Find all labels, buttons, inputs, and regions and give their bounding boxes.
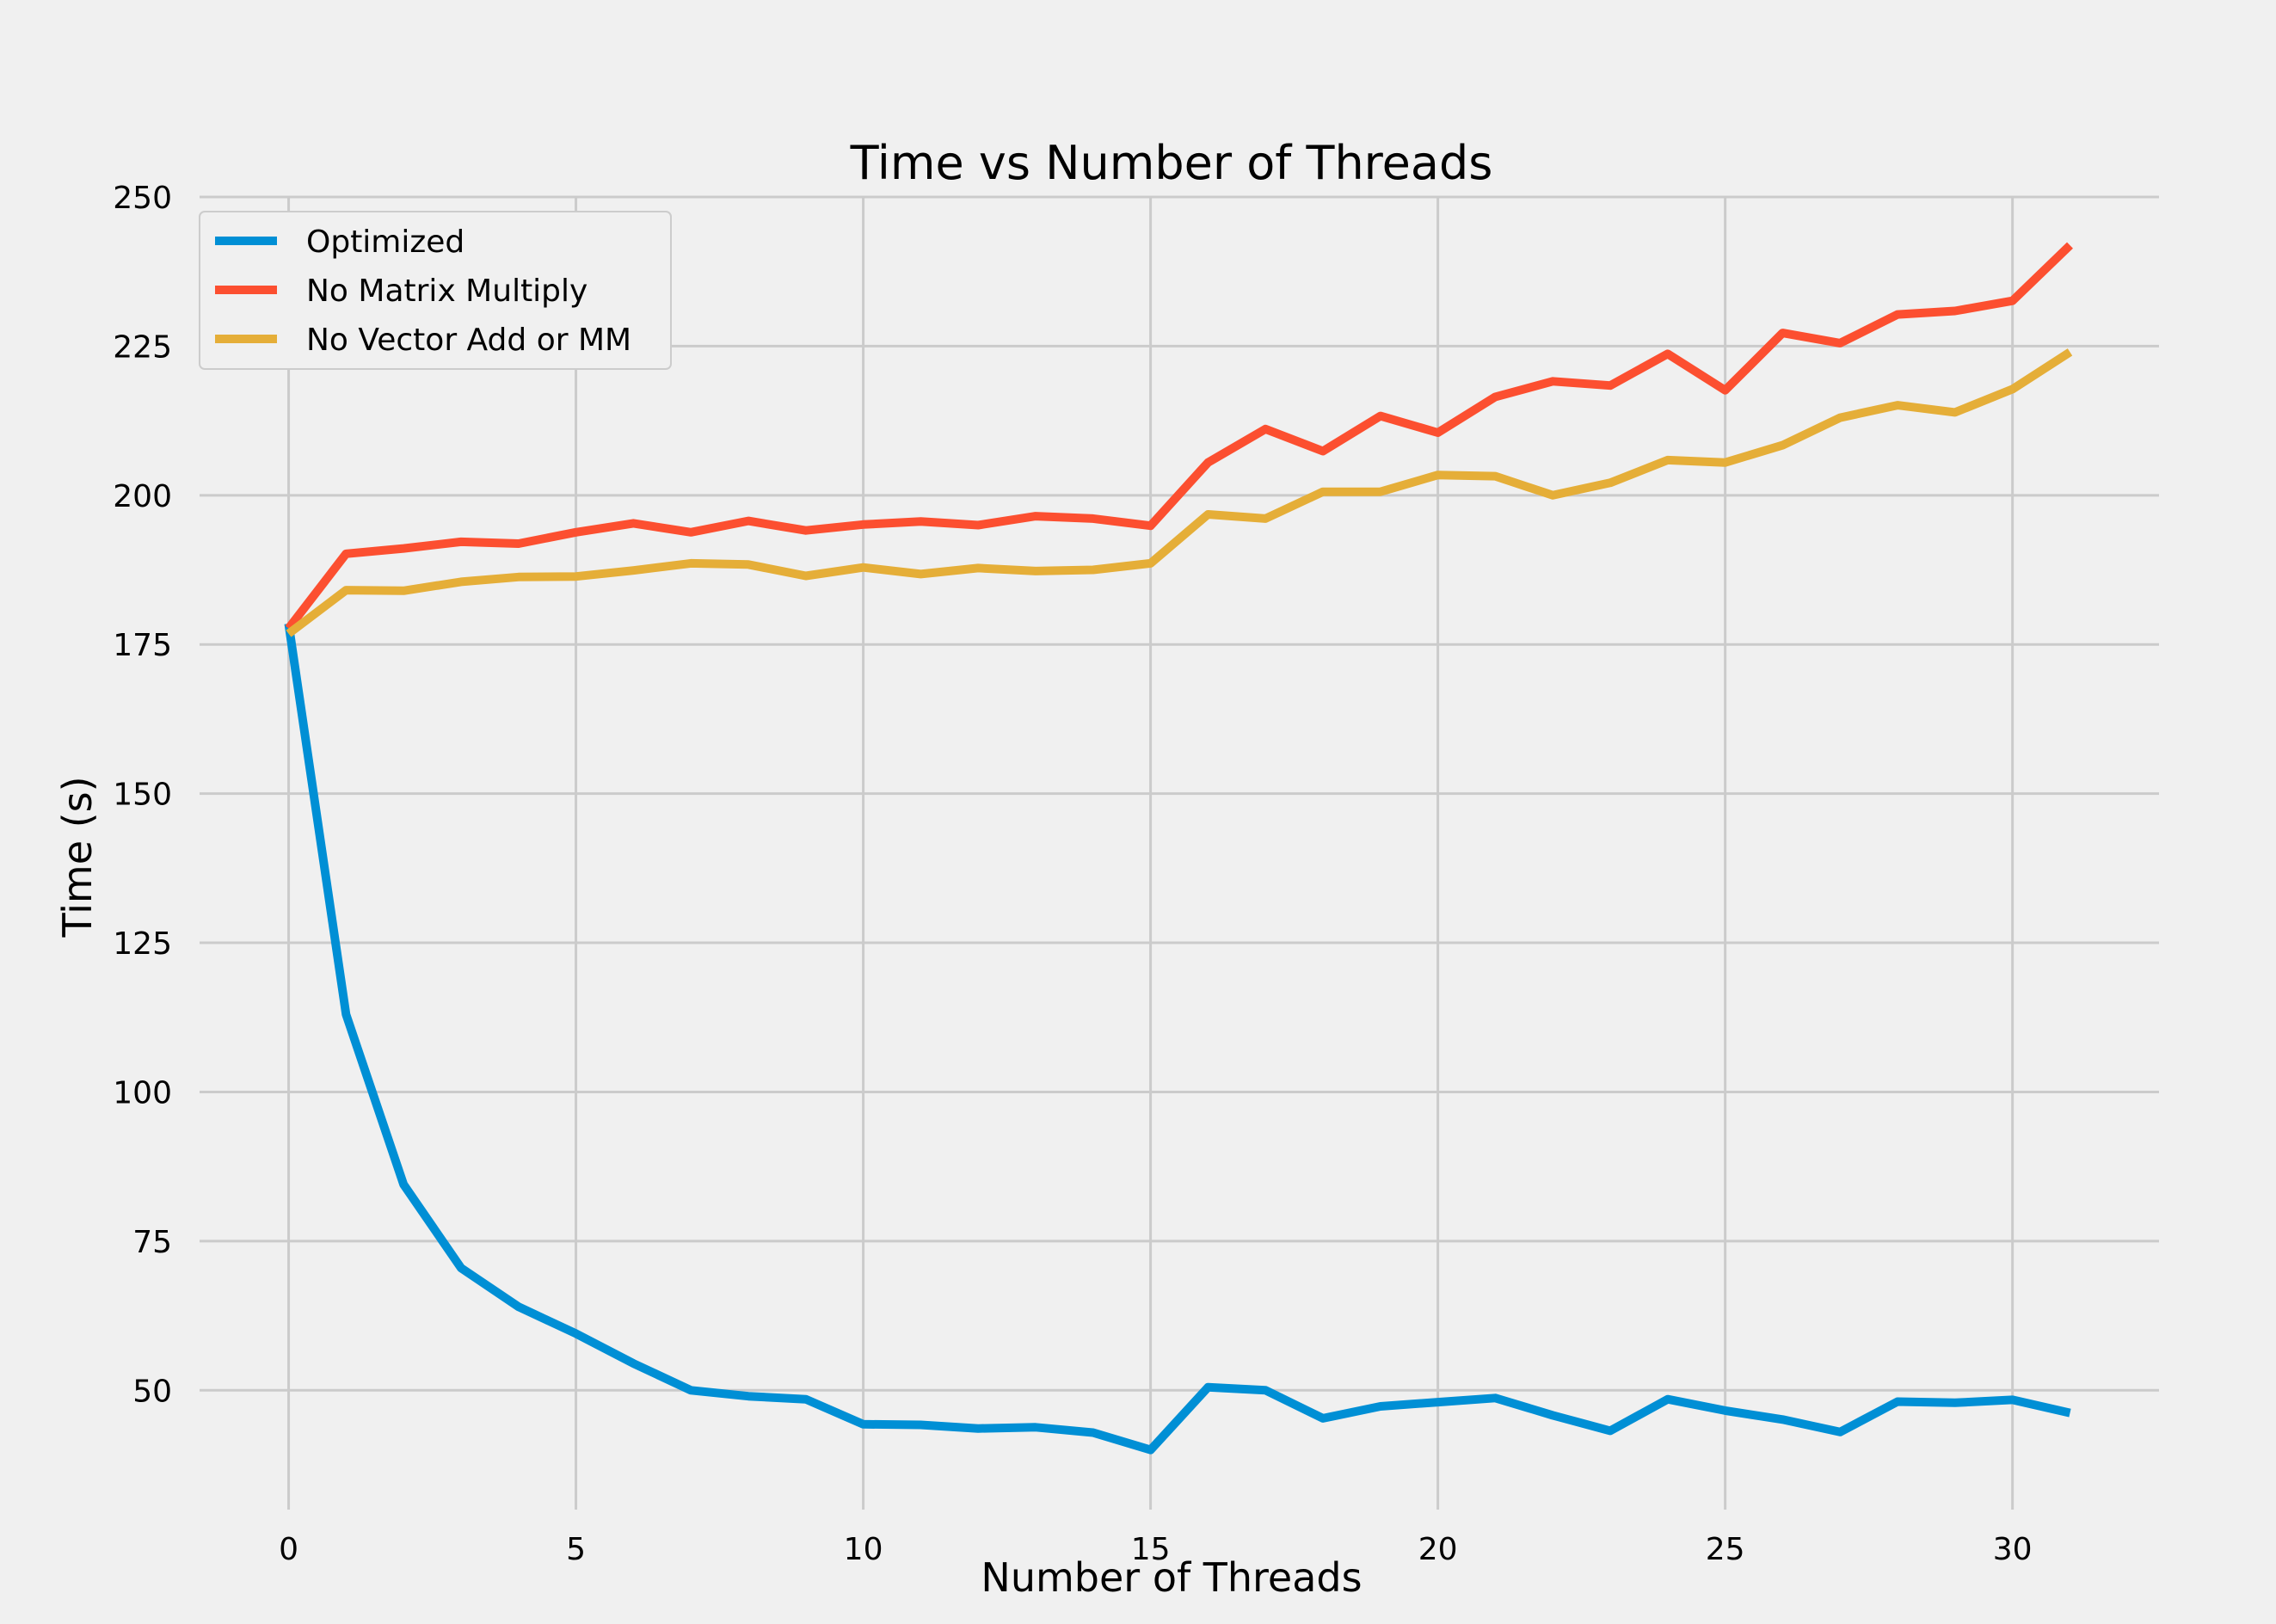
series-line-3 [286,348,2073,637]
x-tick-label: 25 [1706,1532,1745,1567]
y-tick-label: 50 [132,1374,172,1409]
y-tick-label: 225 [113,329,172,365]
x-axis-label: Number of Threads [981,1554,1362,1601]
chart-title: Time vs Number of Threads [850,136,1493,190]
legend-label: No Matrix Multiply [306,274,587,309]
x-tick-label: 30 [1993,1532,2033,1567]
y-tick-label: 175 [113,628,172,663]
y-tick-label: 75 [132,1225,172,1260]
legend: Optimized No Matrix Multiply No Vector Add… [199,211,672,370]
y-tick-label: 125 [113,926,172,962]
legend-frame [199,211,672,370]
series-line-1 [284,623,2071,1455]
series-line-2 [285,242,2073,631]
x-tick-label: 20 [1418,1532,1458,1567]
y-axis-label: Time (s) [54,776,101,938]
y-tick-label: 250 [113,181,172,216]
tick-labels: 0 5 10 15 20 25 30 50 75 100 125 150 175 200 225 250 [113,181,2032,1567]
y-tick-label: 100 [113,1075,172,1110]
x-tick-label: 10 [844,1532,883,1567]
legend-label: Optimized [306,225,464,260]
x-tick-label: 0 [279,1532,298,1567]
y-tick-label: 200 [113,479,172,514]
series-lines [284,242,2073,1455]
x-tick-label: 15 [1131,1532,1171,1567]
legend-label: No Vector Add or MM [306,323,631,358]
y-tick-label: 150 [113,778,172,813]
x-tick-label: 5 [566,1532,586,1567]
